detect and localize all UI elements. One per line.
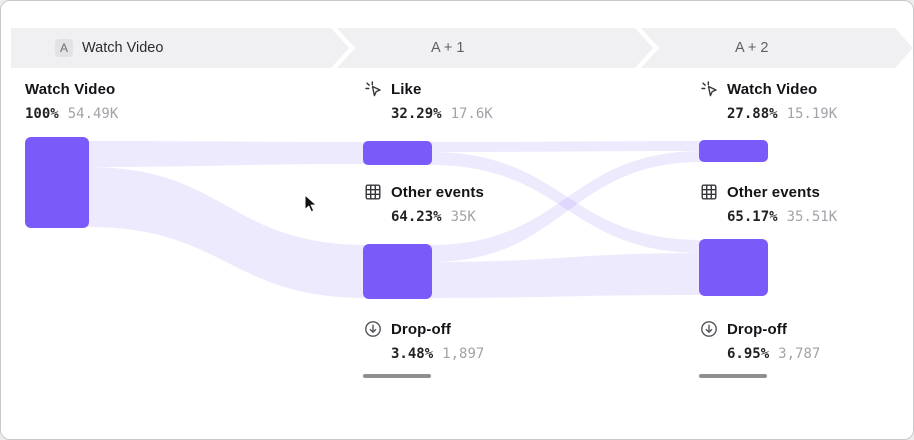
node-percent: 65.17% bbox=[727, 209, 778, 225]
mouse-cursor bbox=[304, 194, 318, 213]
node-title: Drop-off bbox=[391, 320, 451, 338]
step-3-label: A + 2 bbox=[735, 40, 769, 56]
node-count: 15.19K bbox=[786, 106, 838, 122]
step-2-label: A + 1 bbox=[431, 40, 465, 56]
dropoff-arrow-icon bbox=[699, 319, 719, 339]
node-count: 35K bbox=[450, 209, 476, 225]
node-title: Other events bbox=[727, 183, 820, 201]
label-like-step2: Like 32.29% 17.6K bbox=[363, 78, 493, 125]
node-title: Watch Video bbox=[25, 80, 116, 98]
flow-watchvideo-to-otherevents2[interactable] bbox=[87, 167, 367, 298]
node-percent: 64.23% bbox=[391, 209, 442, 225]
dropoff-bar-step2[interactable] bbox=[363, 374, 431, 378]
dropoff-arrow-icon bbox=[363, 319, 383, 339]
node-percent: 32.29% bbox=[391, 106, 442, 122]
label-dropoff-step2: Drop-off 3.48% 1,897 bbox=[363, 318, 484, 365]
flow-like-to-otherevents3[interactable] bbox=[430, 152, 703, 253]
node-percent: 6.95% bbox=[727, 346, 770, 362]
label-watchvideo-step1: Watch Video 100% 54.49K bbox=[25, 78, 118, 125]
flow-otherevents2-to-watchvideo3[interactable] bbox=[430, 151, 703, 262]
node-title: Drop-off bbox=[727, 320, 787, 338]
node-title: Watch Video bbox=[727, 80, 818, 98]
step-a-badge: A bbox=[55, 39, 73, 57]
grid-icon bbox=[363, 182, 383, 202]
label-otherevents-step3: Other events 65.17% 35.51K bbox=[699, 181, 837, 228]
grid-icon bbox=[699, 182, 719, 202]
node-watchvideo-step1[interactable] bbox=[25, 137, 89, 228]
node-count: 54.49K bbox=[67, 106, 119, 122]
node-otherevents-step3[interactable] bbox=[699, 239, 768, 296]
node-count: 35.51K bbox=[786, 209, 838, 225]
cursor-click-icon bbox=[363, 79, 383, 99]
label-dropoff-step3: Drop-off 6.95% 3,787 bbox=[699, 318, 820, 365]
node-percent: 3.48% bbox=[391, 346, 434, 362]
node-like-step2[interactable] bbox=[363, 141, 432, 165]
step-chevron-2[interactable]: A + 1 bbox=[337, 28, 653, 68]
node-percent: 27.88% bbox=[727, 106, 778, 122]
node-watchvideo-step3[interactable] bbox=[699, 140, 768, 162]
flow-watchvideo-to-like[interactable] bbox=[87, 141, 367, 167]
step-1-label: Watch Video bbox=[82, 40, 164, 56]
label-watchvideo-step3: Watch Video 27.88% 15.19K bbox=[699, 78, 837, 125]
node-count: 1,897 bbox=[442, 346, 485, 362]
step-chevron-1[interactable]: A Watch Video bbox=[11, 28, 349, 68]
node-title: Other events bbox=[391, 183, 484, 201]
node-title: Like bbox=[391, 80, 422, 98]
node-count: 3,787 bbox=[778, 346, 821, 362]
node-percent: 100% bbox=[25, 106, 59, 122]
cursor-click-icon bbox=[699, 79, 719, 99]
step-chevron-3[interactable]: A + 2 bbox=[641, 28, 913, 68]
flow-like-to-watchvideo3[interactable] bbox=[430, 141, 703, 152]
dropoff-bar-step3[interactable] bbox=[699, 374, 767, 378]
node-count: 17.6K bbox=[450, 106, 493, 122]
node-otherevents-step2[interactable] bbox=[363, 244, 432, 299]
label-otherevents-step2: Other events 64.23% 35K bbox=[363, 181, 484, 228]
flow-otherevents2-to-otherevents3[interactable] bbox=[430, 253, 703, 298]
